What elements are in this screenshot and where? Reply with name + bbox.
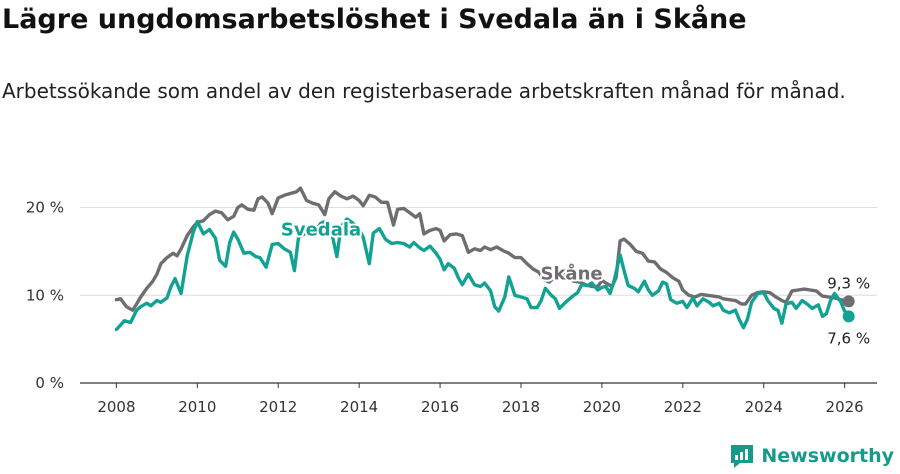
series-line-svedala (114, 217, 851, 332)
x-tick-label: 2026 (826, 398, 864, 416)
chart-subtitle: Arbetssökande som andel av den registerb… (2, 79, 846, 103)
end-marker-svedala (842, 310, 855, 323)
x-tick-label: 2020 (583, 398, 621, 416)
newsworthy-logo-icon (731, 445, 754, 468)
x-tick-label: 2024 (745, 398, 783, 416)
label-layer: 9,3 % 7,6 % Skåne Svedala (279, 218, 870, 348)
end-value-label-svedala: 7,6 % (827, 329, 870, 347)
end-value-label-skane: 9,3 % (827, 274, 870, 292)
x-tick-label: 2010 (178, 398, 216, 416)
grid-layer (80, 207, 877, 296)
x-tick-label: 2008 (97, 398, 135, 416)
series-layer (114, 186, 851, 332)
x-tick-label: 2018 (502, 398, 540, 416)
end-marker-skane (842, 295, 855, 308)
x-tick-label: 2012 (259, 398, 297, 416)
y-tick-label: 0 % (35, 374, 64, 392)
axis-layer: 0 % 10 % 20 % 2008 2010 2012 2014 2016 2018 2020 2… (26, 199, 877, 416)
brand-name: Newsworthy (761, 445, 894, 467)
x-tick-label: 2014 (340, 398, 378, 416)
chart-title: Lägre ungdomsarbetslöshet i Svedala än i… (2, 4, 747, 35)
x-tick-label: 2022 (664, 398, 702, 416)
series-label-svedala: Svedala (281, 220, 361, 241)
x-tick-label: 2016 (421, 398, 459, 416)
y-tick-label: 10 % (26, 286, 64, 304)
y-tick-label: 20 % (26, 199, 64, 217)
series-line-skane (114, 186, 851, 312)
series-label-skane: Skåne (540, 262, 602, 284)
brand-logo: Newsworthy (729, 443, 894, 469)
